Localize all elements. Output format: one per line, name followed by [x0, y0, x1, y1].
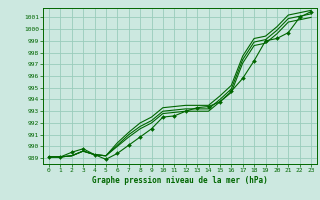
X-axis label: Graphe pression niveau de la mer (hPa): Graphe pression niveau de la mer (hPa): [92, 176, 268, 185]
